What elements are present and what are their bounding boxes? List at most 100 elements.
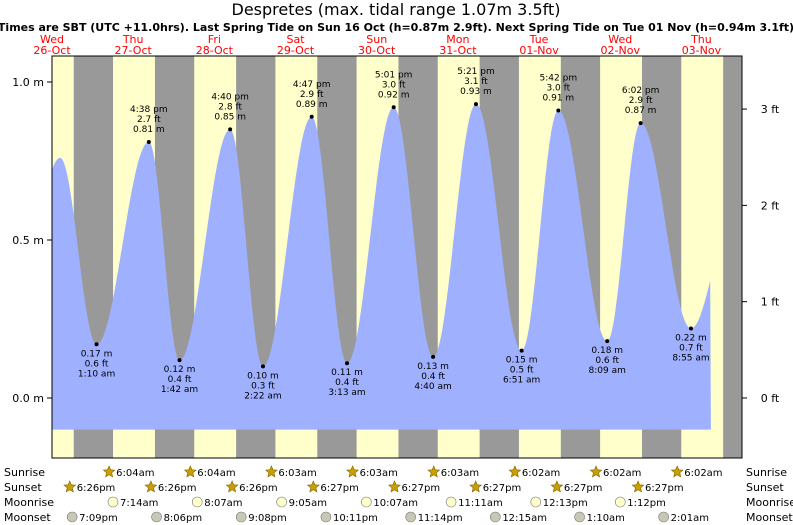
day-of-week: Tue [529, 33, 549, 46]
moon-icon [107, 496, 119, 508]
y-tick-label-ft: 1 ft [761, 296, 780, 309]
day-date: 03-Nov [682, 44, 722, 57]
event-time: 6:02am [684, 468, 722, 479]
tide-label-low: 1:42 am [161, 385, 198, 395]
tide-label-high: 0.92 m [378, 90, 410, 100]
tide-labels: 0.17 m0.6 ft1:10 am4:38 pm2.7 ft0.81 m0.… [78, 67, 710, 401]
event-time: 2:01am [671, 513, 709, 524]
tide-label-high: 2.9 ft [300, 90, 324, 100]
tide-label-low: 0.13 m [417, 362, 449, 372]
moon-icon [614, 496, 626, 508]
tide-label-high: 0.91 m [543, 93, 575, 103]
row-label-left: Sunrise [4, 466, 45, 479]
event-time: 6:27pm [483, 483, 522, 494]
moon-icon [320, 511, 332, 523]
tide-label-high: 4:47 pm [293, 80, 331, 90]
tide-label-high: 2.8 ft [218, 102, 242, 112]
tide-label-low: 0.10 m [247, 371, 279, 381]
tide-label-high: 0.85 m [214, 112, 246, 122]
event-time: 7:14am [120, 498, 158, 509]
tide-label-low: 0.18 m [591, 346, 623, 356]
day-date: 01-Nov [519, 44, 559, 57]
event-time: 10:07am [373, 498, 418, 509]
event-time: 6:02am [522, 468, 560, 479]
tide-label-low: 8:09 am [589, 366, 626, 376]
tide-point-high [228, 127, 233, 132]
tide-label-low: 0.6 ft [85, 359, 109, 369]
sun-icon [102, 465, 116, 478]
sun-icon [225, 480, 239, 493]
tide-label-high: 5:21 pm [457, 67, 495, 77]
event-time: 6:02am [603, 468, 641, 479]
tide-point-low [260, 364, 265, 369]
tide-label-low: 4:40 am [414, 382, 451, 392]
day-of-week: Wed [40, 33, 64, 46]
tide-point-high [146, 140, 151, 145]
sun-icon [427, 465, 441, 478]
day-of-week: Sat [287, 33, 306, 46]
event-time: 6:03am [360, 468, 398, 479]
y-tick-label-m: 1.0 m [12, 76, 44, 89]
day-date: 26-Oct [33, 44, 71, 57]
event-time: 6:26pm [239, 483, 278, 494]
moon-icon [490, 511, 501, 523]
tide-label-high: 6:02 pm [622, 86, 660, 96]
day-headers: Wed26-OctThu27-OctFri28-OctSat29-OctSun3… [33, 33, 721, 57]
tide-label-low: 2:22 am [244, 391, 281, 401]
tide-label-high: 4:38 pm [130, 105, 168, 115]
event-time: 11:11am [458, 498, 503, 509]
moon-icon [66, 511, 78, 523]
moon-icon [530, 496, 542, 508]
tide-label-low: 0.4 ft [168, 375, 192, 385]
moon-icon [361, 496, 372, 508]
event-time: 8:06pm [164, 513, 203, 524]
tide-label-low: 0.22 m [675, 333, 707, 343]
sun-moon-table: Sunrise Sunrise Sunset Sunset Moonrise Moonri… [4, 465, 793, 524]
day-date: 27-Oct [115, 44, 153, 57]
tide-label-high: 5:01 pm [375, 70, 413, 80]
tide-point-low [94, 342, 99, 347]
event-time: 7:09pm [79, 513, 118, 524]
day-date: 29-Oct [277, 44, 315, 57]
tide-point-low [519, 348, 524, 353]
tide-label-low: 6:51 am [503, 376, 540, 386]
moon-icon [276, 496, 287, 508]
sun-icon [63, 480, 77, 493]
y-axis-metres: 0.0 m 0.5 m 1.0 m [12, 76, 52, 405]
y-tick-label-ft: 0 ft [761, 392, 780, 405]
tide-label-high: 2.7 ft [137, 115, 161, 125]
tide-label-high: 0.93 m [460, 87, 492, 97]
tide-label-low: 0.11 m [331, 368, 363, 378]
tide-point-low [177, 358, 182, 363]
tide-point-high [391, 105, 396, 110]
sun-icon [550, 480, 564, 493]
tide-point-high [556, 108, 561, 113]
tide-point-low [431, 354, 436, 359]
tide-point-high [473, 102, 478, 107]
sun-icon [183, 465, 197, 478]
row-label-right: Moonrise [746, 496, 793, 509]
tide-label-high: 2.9 ft [629, 96, 653, 106]
sun-icon [306, 480, 320, 493]
day-of-week: Mon [446, 33, 469, 46]
day-date: 02-Nov [601, 44, 641, 57]
tide-label-high: 3.0 ft [382, 80, 406, 90]
event-time: 10:11pm [333, 513, 378, 524]
y-tick-label-m: 0.5 m [12, 234, 44, 247]
sun-icon [631, 480, 645, 493]
tide-label-low: 3:13 am [328, 388, 365, 398]
event-time: 12:15am [502, 513, 547, 524]
event-time: 1:10am [587, 513, 625, 524]
event-time: 12:13pm [543, 498, 588, 509]
tide-label-low: 0.7 ft [679, 343, 703, 353]
row-label-right: Sunset [746, 481, 784, 494]
sun-icon [388, 480, 401, 493]
tide-label-low: 8:55 am [672, 353, 709, 363]
tide-label-low: 0.5 ft [510, 366, 534, 376]
event-time: 6:04am [116, 468, 154, 479]
tide-label-low: 0.4 ft [335, 378, 359, 388]
chart-title: Despretes (max. tidal range 1.07m 3.5ft) [232, 0, 561, 19]
tide-area [52, 104, 711, 430]
moon-icon [151, 511, 162, 523]
